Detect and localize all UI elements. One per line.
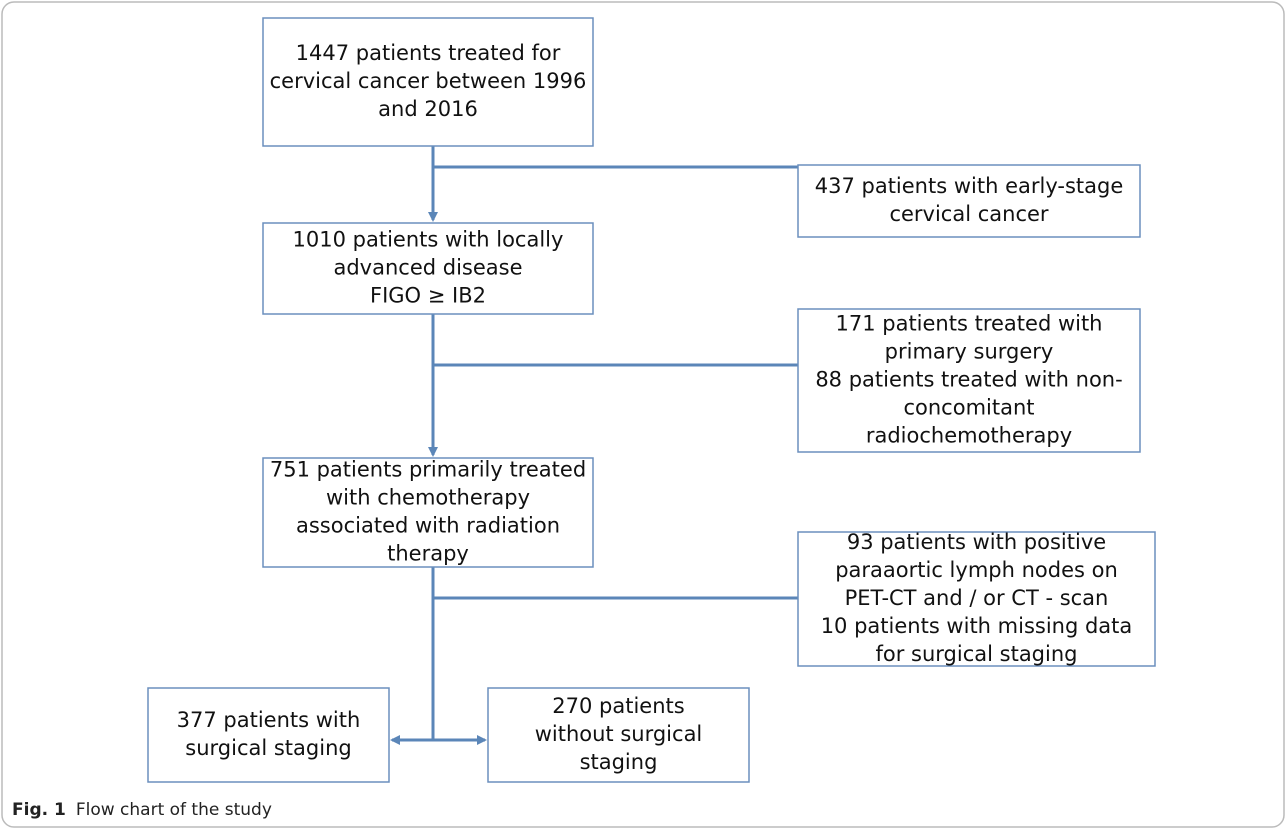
node: 171 patients treated with primary surgery… (797, 308, 1141, 453)
node: 270 patients without surgical staging (487, 687, 750, 783)
node-text: paraaortic lymph nodes on (835, 558, 1118, 582)
node-text: 377 patients with (177, 708, 361, 732)
node-text: surgical staging (185, 736, 351, 760)
node-text: cervical cancer between 1996 (270, 69, 587, 93)
node-text: concomitant (903, 396, 1034, 420)
node-text: staging (580, 750, 658, 774)
node: 93 patients with positive paraaortic lymp… (797, 530, 1156, 667)
node-text: for surgical staging (875, 642, 1077, 666)
connectors (390, 146, 798, 745)
node-text: cervical cancer (889, 202, 1048, 226)
node-text: advanced disease (333, 256, 522, 280)
node-text: without surgical (535, 722, 703, 746)
node-text: therapy (387, 542, 469, 566)
node-text: with chemotherapy (326, 486, 530, 510)
node-text: radiochemotherapy (866, 424, 1072, 448)
node: 437 patients with early-stage cervical ca… (797, 164, 1141, 238)
caption: Fig. 1 Flow chart of the study (12, 800, 272, 820)
caption-text: Flow chart of the study (76, 800, 272, 820)
node-box (797, 164, 1141, 238)
node: 751 patients primarily treated with chemo… (262, 457, 594, 568)
node-text: 751 patients primarily treated (270, 458, 586, 482)
nodes: 1447 patients treated for cervical cancer… (147, 17, 1156, 783)
node-text: primary surgery (885, 340, 1054, 364)
node-box (262, 17, 594, 147)
node: 1447 patients treated for cervical cancer… (262, 17, 594, 147)
node-box (487, 687, 750, 783)
node-box (797, 531, 1156, 667)
node-text: 10 patients with missing data (821, 614, 1133, 638)
node-box (797, 308, 1141, 453)
node-text: associated with radiation (296, 514, 560, 538)
node-text: 1010 patients with locally (293, 228, 564, 252)
node-text: FIGO ≥ IB2 (370, 284, 486, 308)
node-box (147, 687, 390, 783)
node-text: PET-CT and / or CT - scan (845, 586, 1109, 610)
node-box (262, 457, 594, 568)
node-text: and 2016 (378, 97, 478, 121)
node-text: 270 patients (552, 694, 684, 718)
node-text: 88 patients treated with non- (815, 368, 1122, 392)
node-text: 1447 patients treated for (296, 41, 561, 65)
node-text: 93 patients with positive (847, 530, 1106, 554)
node: 377 patients with surgical staging (147, 687, 390, 783)
node-text: 437 patients with early-stage (815, 174, 1124, 198)
node-text: 171 patients treated with (835, 312, 1102, 336)
node: 1010 patients with locally advanced disea… (262, 222, 594, 315)
caption-label: Fig. 1 (12, 800, 66, 820)
node-box (262, 222, 594, 315)
